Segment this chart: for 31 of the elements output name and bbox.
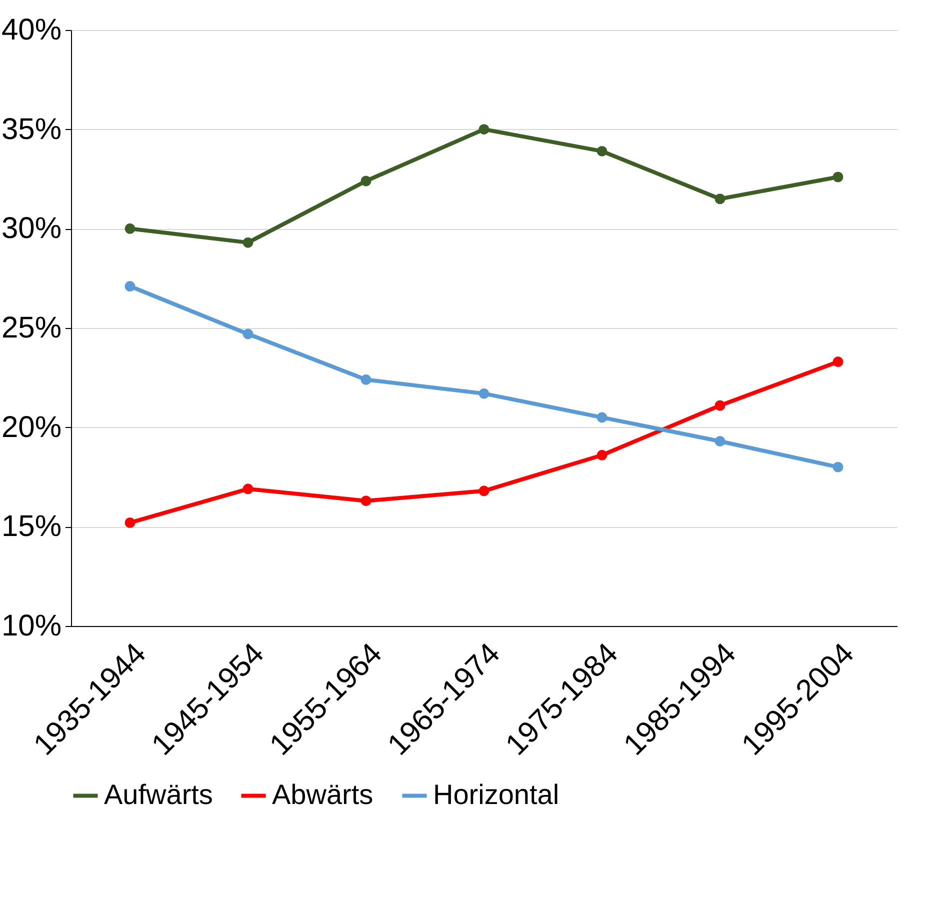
y-tick-label: 30% — [1, 212, 62, 246]
point — [242, 237, 254, 248]
point — [478, 388, 490, 399]
legend-label: Abwärts — [272, 778, 374, 810]
point — [596, 450, 608, 460]
y-tick-label: 10% — [1, 610, 62, 642]
point — [478, 124, 490, 135]
point — [124, 517, 136, 528]
point — [714, 194, 726, 204]
point — [360, 496, 372, 506]
y-tick-label: 25% — [1, 312, 62, 344]
legend-label: Aufwärts — [104, 778, 213, 810]
point — [242, 328, 254, 340]
point — [360, 374, 372, 385]
point — [360, 176, 372, 186]
legend-label: Horizontal — [433, 778, 560, 810]
y-tick-label: 35% — [1, 112, 62, 146]
y-tick-label: 20% — [1, 410, 62, 444]
point — [832, 356, 844, 368]
point — [714, 436, 726, 446]
point — [478, 486, 490, 496]
point — [832, 172, 844, 182]
point — [596, 412, 608, 423]
point — [596, 146, 608, 156]
point — [714, 400, 726, 411]
point — [242, 484, 254, 494]
point — [124, 223, 136, 234]
y-tick-label: 15% — [1, 510, 62, 544]
y-tick-label: 40% — [1, 14, 62, 46]
point — [124, 281, 136, 292]
point — [832, 462, 844, 472]
